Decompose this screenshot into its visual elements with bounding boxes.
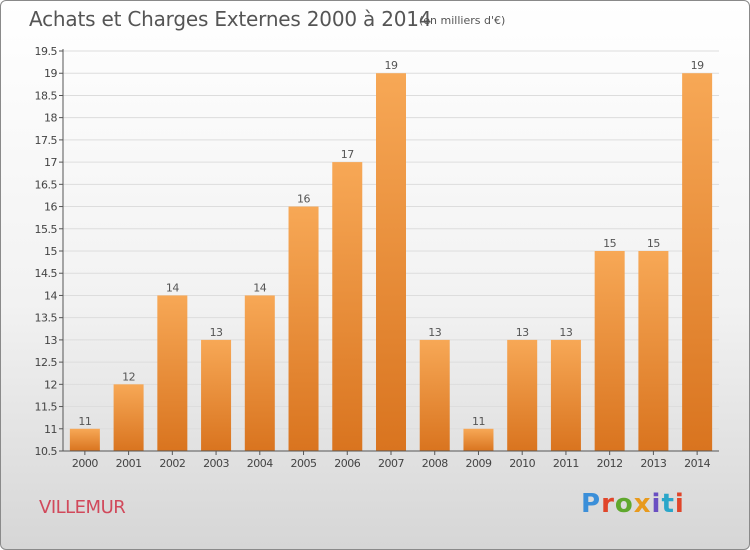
data-label: 14 <box>166 281 179 294</box>
data-label: 15 <box>647 237 660 250</box>
bar <box>682 73 713 451</box>
bar <box>638 251 669 451</box>
y-tick-label: 18.5 <box>35 89 58 102</box>
x-tick-label: 2012 <box>597 457 623 470</box>
logo-letter: x <box>633 489 652 519</box>
y-tick-label: 10.5 <box>35 445 58 458</box>
data-label: 15 <box>603 237 616 250</box>
y-tick-label: 18 <box>44 112 57 125</box>
proxiti-logo[interactable]: Proxiti <box>581 489 685 519</box>
y-tick-label: 14 <box>44 289 57 302</box>
x-tick-label: 2013 <box>640 457 666 470</box>
data-label: 14 <box>253 281 266 294</box>
y-tick-label: 16 <box>44 201 57 214</box>
data-label: 13 <box>210 326 223 339</box>
x-tick-label: 2011 <box>553 457 579 470</box>
bar <box>113 384 144 451</box>
bar <box>594 251 625 451</box>
y-tick-label: 11 <box>44 423 57 436</box>
bar <box>463 428 494 451</box>
chart-subtitle: (en milliers d'€) <box>419 14 506 27</box>
data-label: 11 <box>78 415 91 428</box>
data-label: 19 <box>385 59 398 72</box>
x-tick-label: 2006 <box>334 457 360 470</box>
y-tick-label: 13.5 <box>35 312 58 325</box>
bar <box>157 295 188 451</box>
bar <box>201 339 232 451</box>
logo-letter: r <box>601 489 615 519</box>
logo-letter: i <box>651 489 662 519</box>
bar <box>332 162 363 451</box>
data-label: 13 <box>516 326 529 339</box>
y-tick-label: 14.5 <box>35 267 58 280</box>
bar <box>288 206 319 451</box>
data-label: 13 <box>559 326 572 339</box>
x-tick-label: 2014 <box>684 457 710 470</box>
bar <box>507 339 538 451</box>
bar <box>376 73 406 451</box>
x-tick-label: 2010 <box>509 457 535 470</box>
x-tick-label: 2007 <box>378 457 404 470</box>
x-tick-label: 2000 <box>72 457 98 470</box>
bar <box>244 295 275 451</box>
y-tick-label: 12 <box>44 378 57 391</box>
data-label: 17 <box>341 148 354 161</box>
axes <box>59 49 719 455</box>
y-tick-label: 15 <box>44 245 57 258</box>
chart-title: Achats et Charges Externes 2000 à 2014 <box>29 7 432 31</box>
town-name: VILLEMUR <box>39 497 126 518</box>
bar <box>69 428 100 451</box>
y-tick-label: 13 <box>44 334 57 347</box>
y-tick-label: 11.5 <box>35 401 58 414</box>
data-label: 13 <box>428 326 441 339</box>
y-tick-label: 15.5 <box>35 223 58 236</box>
x-tick-label: 2005 <box>291 457 317 470</box>
x-tick-label: 2008 <box>422 457 448 470</box>
logo-letter: o <box>614 489 634 519</box>
y-tick-label: 16.5 <box>35 178 58 191</box>
data-label: 16 <box>297 193 310 206</box>
y-tick-label: 17 <box>44 156 57 169</box>
x-tick-label: 2002 <box>159 457 185 470</box>
bars <box>69 73 713 451</box>
x-tick-label: 2003 <box>203 457 229 470</box>
y-tick-label: 19 <box>44 67 57 80</box>
y-tick-label: 17.5 <box>35 134 58 147</box>
x-tick-label: 2001 <box>116 457 142 470</box>
labels: 10.5 11 11.5 12 12.5 13 13.5 14 14.5 15 15.5 16 16.5… <box>35 45 712 470</box>
y-tick-label: 19.5 <box>35 45 58 58</box>
logo-letter: t <box>661 489 675 519</box>
logo-letter: P <box>581 489 602 519</box>
bar <box>419 339 450 451</box>
data-label: 11 <box>472 415 485 428</box>
y-tick-label: 12.5 <box>35 356 58 369</box>
data-label: 12 <box>122 370 135 383</box>
x-tick-label: 2004 <box>247 457 273 470</box>
data-label: 19 <box>691 59 704 72</box>
logo-letter: i <box>674 489 685 519</box>
x-tick-label: 2009 <box>465 457 491 470</box>
bar <box>550 339 581 451</box>
